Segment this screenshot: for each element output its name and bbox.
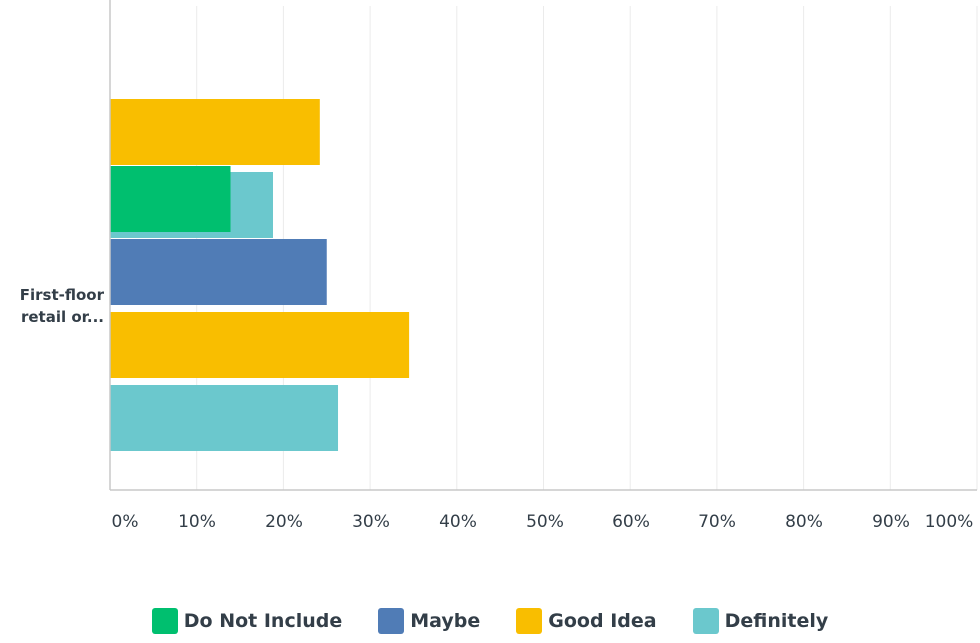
x-tick-label: 30% bbox=[352, 512, 390, 532]
x-tick-label: 80% bbox=[785, 512, 823, 532]
legend-label: Definitely bbox=[724, 610, 829, 632]
category-label: First-floor bbox=[20, 286, 105, 304]
legend-swatch bbox=[516, 608, 543, 634]
legend-item[interactable]: Do Not Include bbox=[151, 608, 343, 634]
bar[interactable] bbox=[110, 166, 231, 232]
x-tick-label: 90% bbox=[872, 512, 910, 532]
legend-label: Good Idea bbox=[548, 610, 657, 632]
x-tick-label: 100% bbox=[925, 512, 974, 532]
legend-swatch bbox=[692, 608, 719, 634]
bar[interactable] bbox=[110, 312, 410, 378]
gridlines bbox=[196, 6, 978, 490]
legend-item[interactable]: Good Idea bbox=[516, 608, 657, 634]
bars bbox=[110, 99, 410, 451]
legend-label: Maybe bbox=[410, 610, 481, 632]
x-tick-label: 40% bbox=[439, 512, 477, 532]
x-tick-label: 10% bbox=[178, 512, 216, 532]
legend-swatch bbox=[151, 608, 178, 634]
category-label: retail or... bbox=[21, 308, 104, 326]
x-tick-label: 60% bbox=[612, 512, 650, 532]
legend-swatch bbox=[378, 608, 405, 634]
x-tick-label: 50% bbox=[526, 512, 564, 532]
legend-item[interactable]: Maybe bbox=[378, 608, 480, 634]
category-labels: First-floor retail or... bbox=[20, 286, 105, 326]
bar-chart: 0% 10% 20% 30% 40% 50% 60% 70% 80% 90% 100% First-… bbox=[20, 0, 978, 532]
bar[interactable] bbox=[110, 385, 339, 451]
bar[interactable] bbox=[110, 239, 327, 305]
legend-label: Do Not Include bbox=[183, 610, 343, 632]
x-tick-label: 0% bbox=[112, 512, 139, 532]
x-tick-label: 70% bbox=[698, 512, 736, 532]
x-tick-labels: 0% 10% 20% 30% 40% 50% 60% 70% 80% 90% 100% bbox=[112, 512, 974, 532]
axes bbox=[109, 0, 977, 491]
x-tick-label: 20% bbox=[265, 512, 303, 532]
legend: Do Not Include Maybe Good Idea Definitely bbox=[0, 608, 980, 634]
bar[interactable] bbox=[110, 99, 320, 165]
legend-item[interactable]: Definitely bbox=[692, 608, 829, 634]
